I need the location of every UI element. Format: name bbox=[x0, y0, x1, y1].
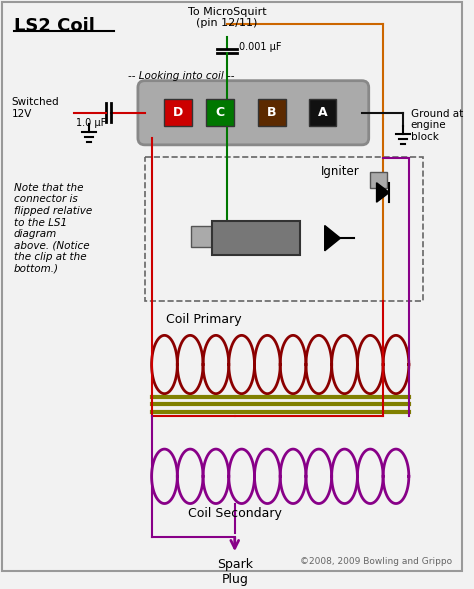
Bar bbox=[258, 99, 286, 127]
Bar bbox=[370, 172, 387, 188]
Text: ©2008, 2009 Bowling and Grippo: ©2008, 2009 Bowling and Grippo bbox=[300, 557, 452, 566]
Text: Spark
Plug: Spark Plug bbox=[217, 558, 253, 586]
Text: A: A bbox=[318, 106, 328, 119]
Text: 0.001 μF: 0.001 μF bbox=[238, 42, 281, 52]
FancyBboxPatch shape bbox=[138, 81, 369, 145]
Text: -- Looking into coil --: -- Looking into coil -- bbox=[128, 71, 234, 81]
Text: LS2 Coil: LS2 Coil bbox=[14, 16, 95, 35]
Text: B: B bbox=[267, 106, 277, 119]
Text: Igniter: Igniter bbox=[321, 166, 360, 178]
Bar bbox=[212, 221, 300, 254]
Text: To MicroSquirt
(pin 12/11): To MicroSquirt (pin 12/11) bbox=[188, 7, 266, 28]
Text: Note that the
connector is
flipped relative
to the LS1
diagram
above. (Notice
th: Note that the connector is flipped relat… bbox=[14, 183, 92, 274]
Text: Coil Primary: Coil Primary bbox=[166, 313, 242, 326]
Polygon shape bbox=[325, 226, 340, 251]
Text: 1.0 μF: 1.0 μF bbox=[76, 118, 107, 128]
Polygon shape bbox=[376, 183, 389, 202]
Text: C: C bbox=[216, 106, 225, 119]
Bar bbox=[164, 99, 191, 127]
Bar bbox=[309, 99, 337, 127]
Text: Coil Secondary: Coil Secondary bbox=[188, 507, 282, 521]
Bar bbox=[206, 99, 234, 127]
Bar bbox=[145, 157, 423, 302]
Text: Ground at
engine
block: Ground at engine block bbox=[411, 109, 463, 142]
Bar bbox=[191, 226, 212, 247]
Text: D: D bbox=[173, 106, 183, 119]
Text: Switched
12V: Switched 12V bbox=[12, 97, 59, 119]
